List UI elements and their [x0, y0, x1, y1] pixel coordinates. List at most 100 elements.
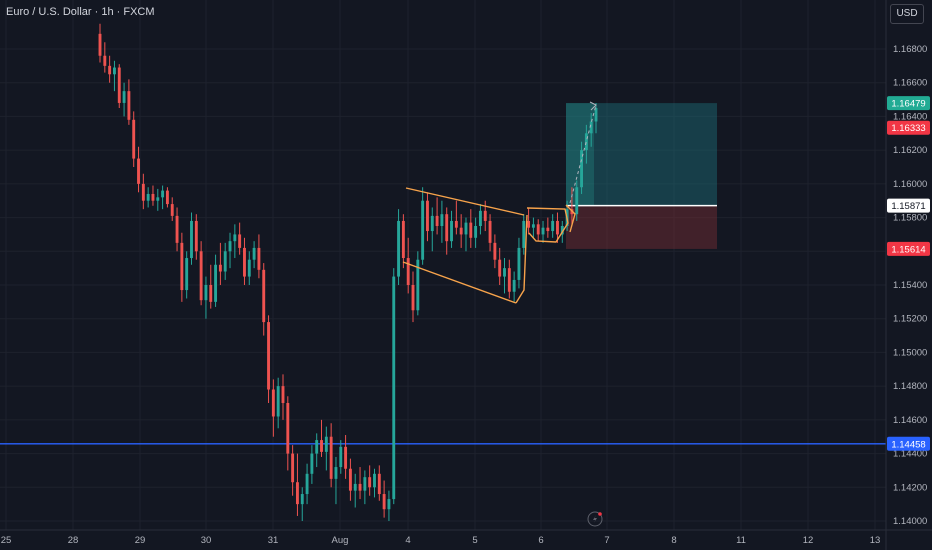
candle: [512, 271, 516, 302]
candle: [194, 214, 198, 260]
candle: [397, 209, 401, 285]
candle: [252, 241, 256, 269]
candle: [498, 247, 502, 285]
x-tick-label: 7: [604, 535, 609, 546]
candle: [430, 207, 434, 252]
candle: [175, 207, 179, 252]
candle: [406, 237, 410, 294]
candle: [358, 467, 362, 500]
candle: [190, 212, 193, 265]
candle: [363, 470, 367, 505]
y-tick-label: 1.14200: [893, 482, 927, 493]
y-tick-label: 1.14800: [893, 381, 927, 392]
candle: [348, 458, 352, 501]
price-badge: 1.14458: [887, 436, 930, 451]
candle: [108, 55, 112, 83]
x-tick-label: 25: [1, 535, 12, 546]
x-tick-label: 6: [538, 535, 543, 546]
candle: [204, 276, 208, 319]
candle: [575, 180, 579, 221]
candle: [122, 82, 126, 117]
candle: [373, 468, 376, 498]
candle: [546, 217, 550, 238]
chart-grid: [0, 0, 886, 530]
x-tick-label: 5: [472, 535, 477, 546]
candle: [594, 102, 598, 134]
candle: [334, 456, 338, 505]
currency-button[interactable]: USD: [890, 4, 924, 24]
candle: [382, 480, 386, 518]
candle: [103, 42, 107, 73]
candle: [320, 419, 323, 457]
svg-text:1.15871: 1.15871: [891, 201, 925, 212]
svg-text:1.15614: 1.15614: [891, 244, 925, 255]
x-tick-label: 4: [405, 535, 410, 546]
candle: [127, 79, 131, 125]
candle: [503, 258, 506, 294]
y-tick-label: 1.16400: [893, 111, 927, 122]
position-zones: [566, 103, 717, 249]
svg-text:1.16333: 1.16333: [891, 123, 925, 134]
candle: [435, 197, 439, 235]
candle: [151, 185, 155, 206]
candle: [416, 251, 420, 316]
flag-tip: [565, 204, 576, 233]
y-tick-label: 1.16000: [893, 179, 927, 190]
x-tick-label: 31: [268, 535, 279, 546]
candle: [286, 396, 290, 471]
y-tick-label: 1.14600: [893, 415, 927, 426]
candle: [531, 217, 535, 238]
y-tick-label: 1.16600: [893, 78, 927, 89]
candle: [281, 374, 285, 420]
x-tick-label: 30: [201, 535, 212, 546]
candle: [454, 200, 458, 235]
candle: [478, 204, 482, 235]
candle: [541, 220, 545, 243]
candle: [426, 192, 429, 242]
candle: [527, 207, 531, 235]
candle: [180, 232, 184, 302]
candle: [185, 251, 189, 299]
stop-zone: [566, 205, 717, 249]
candle: [401, 214, 405, 269]
wedge-lower-line: [402, 261, 517, 304]
candle: [464, 217, 468, 252]
candle: [522, 214, 526, 255]
breakout-leg: [515, 214, 528, 304]
candle: [156, 188, 160, 211]
candle: [291, 445, 295, 496]
candle: [469, 209, 473, 248]
flag-pattern: [526, 207, 569, 243]
candle: [137, 146, 140, 193]
x-tick-label: 28: [68, 535, 79, 546]
candle: [257, 234, 261, 279]
y-tick-label: 1.16800: [893, 44, 927, 55]
candle: [421, 187, 425, 265]
candle: [161, 185, 165, 210]
y-tick-label: 1.14000: [893, 516, 927, 527]
x-tick-label: Aug: [332, 535, 349, 546]
x-tick-label: 13: [870, 535, 881, 546]
candle: [411, 271, 415, 323]
candle: [517, 237, 521, 289]
candle: [165, 187, 169, 208]
candlestick-series: [98, 23, 598, 521]
target-progress: [566, 103, 594, 206]
candle: [551, 214, 555, 238]
wedge-upper-line: [405, 187, 525, 216]
y-tick-label: 1.15000: [893, 347, 927, 358]
candle: [353, 473, 357, 508]
candle: [247, 251, 251, 285]
candle: [377, 465, 381, 501]
price-badges: 1.16479 1.16333 1.15871 1.15614 1.14458: [887, 96, 930, 451]
time-axis: 25 28 29 30 31 Aug 4 5 6 7 8 11 12 13: [0, 529, 932, 546]
bolt-icon[interactable]: [587, 511, 603, 527]
y-tick-label: 1.16200: [893, 145, 927, 156]
y-tick-label: 1.15800: [893, 213, 927, 224]
candle: [300, 487, 304, 521]
candle: [440, 200, 444, 243]
candle: [146, 187, 150, 208]
candle: [580, 141, 583, 194]
price-badge: 1.16479: [887, 96, 930, 111]
